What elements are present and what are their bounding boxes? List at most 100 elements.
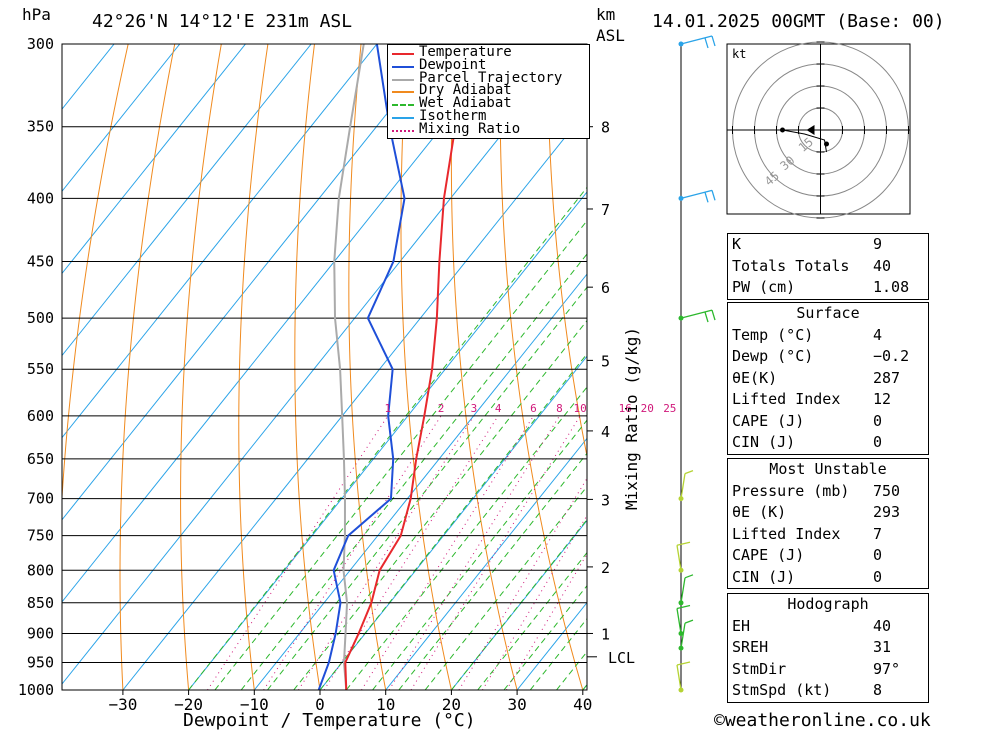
legend-swatch: [392, 117, 414, 119]
surface-cin-value: 0: [873, 433, 883, 451]
surface-table: Surface Temp (°C) 4 Dewp (°C) −0.2 θE(K) 28…: [727, 302, 929, 455]
km-label: km: [596, 5, 616, 24]
totals-label: Totals Totals: [732, 256, 850, 275]
pressure-tick-label: 500: [27, 309, 54, 327]
surface-temp-value: 4: [873, 325, 883, 344]
dry-adiabat-line: [62, 44, 129, 506]
surface-dewp-label: Dewp (°C): [732, 347, 814, 365]
pressure-tick-label: 950: [27, 653, 54, 671]
dry-adiabat-line: [348, 44, 387, 690]
wind-barb-flag: [711, 309, 716, 321]
most-unstable-title: Most Unstable: [769, 460, 887, 478]
mixing-ratio-label: 4: [495, 402, 502, 415]
x-tick-label: 10: [376, 695, 395, 714]
hpa-label: hPa: [22, 5, 51, 24]
dry-adiabat-line: [594, 44, 714, 690]
dry-adiabat-line: [400, 44, 452, 690]
hodograph-unit-label: kt: [732, 47, 746, 61]
hodograph-point: [824, 141, 829, 147]
legend-swatch: [392, 104, 414, 107]
km-tick-label: 3: [601, 491, 610, 509]
surface-temp-label: Temp (°C): [732, 325, 814, 344]
pressure-tick-label: 350: [27, 118, 54, 136]
wind-barb-shaft: [680, 35, 713, 45]
km-tick-label: 6: [601, 279, 610, 297]
wind-barb-shaft: [676, 545, 682, 571]
wet-adiabat-line: [477, 551, 587, 690]
mu-theta-label: θE (K): [732, 503, 787, 521]
legend-item: Isotherm: [388, 109, 588, 124]
legend-item: Temperature: [388, 45, 588, 60]
most-unstable-table: Most Unstable Pressure (mb) 750 θE (K) 293…: [727, 458, 929, 589]
wind-barb-shaft: [680, 577, 686, 603]
x-tick-label: 40: [573, 695, 592, 714]
dry-adiabat-line: [967, 44, 1000, 690]
x-tick-label: 20: [442, 695, 461, 714]
parcel-trajectory-line: [333, 44, 365, 690]
wind-barb-flag: [676, 661, 691, 666]
wet-adiabat-line: [240, 253, 587, 690]
legend-item: Parcel Trajectory: [388, 69, 588, 86]
x-tick-label: 30: [507, 695, 526, 714]
pressure-tick-label: 650: [27, 450, 54, 468]
wet-adiabat-line: [267, 286, 587, 690]
pressure-tick-label: 850: [27, 594, 54, 612]
pressure-tick-label: 450: [27, 253, 54, 271]
km-tick-label: 8: [601, 119, 610, 137]
mixing-ratio-line: [505, 553, 587, 690]
x-tick-label: −10: [240, 695, 269, 714]
isotherm-line: [253, 273, 587, 690]
stmspd-value: 8: [873, 681, 883, 699]
legend-item: Dry Adiabat: [388, 83, 588, 98]
sreh-value: 31: [873, 638, 892, 656]
hodograph-table: Hodograph EH 40 SREH 31 StmDir 97° StmSpd (…: [727, 593, 929, 703]
mixing-ratio-label: 3: [471, 402, 478, 415]
hodograph-title: Hodograph: [787, 595, 869, 613]
totals-value: 40: [873, 256, 892, 275]
mu-li-label: Lifted Index: [732, 524, 841, 543]
copyright-link[interactable]: ©weatheronline.co.uk: [714, 710, 931, 731]
legend-swatch: [392, 78, 414, 81]
km-axis: 8 7 6 5 4 3 2 1 LCL: [587, 119, 635, 667]
hodograph-point: [780, 127, 785, 133]
datetime-title: 14.01.2025 00GMT (Base: 00): [652, 11, 945, 32]
pressure-tick-label: 1000: [18, 681, 54, 699]
km-tick-label: 4: [601, 423, 610, 441]
dry-adiabat-line: [238, 44, 269, 690]
mu-li-value: 7: [873, 524, 883, 543]
legend-item: Wet Adiabat: [388, 96, 588, 111]
wind-barb-flag: [684, 470, 694, 475]
dry-adiabat-line: [920, 44, 1000, 690]
isotherm-line: [62, 44, 509, 603]
indices-table: K 9 Totals Totals 40 PW (cm) 1.08: [727, 233, 929, 300]
mixing-ratio-label: 2: [438, 402, 445, 415]
eh-label: EH: [732, 616, 751, 635]
surface-dewp-value: −0.2: [873, 347, 910, 365]
x-tick-label: −30: [108, 695, 137, 714]
legend-label: Dewpoint: [419, 56, 487, 73]
legend-swatch: [392, 91, 414, 94]
legend: Temperature Dewpoint Parcel Trajectory Dry …: [387, 44, 590, 139]
wet-adiabat-line: [451, 518, 587, 690]
mu-theta-value: 293: [873, 503, 901, 521]
wind-barb-shaft: [680, 623, 686, 649]
km-tick-label: 5: [601, 352, 610, 370]
dry-adiabat-line: [450, 44, 518, 690]
stmdir-label: StmDir: [732, 659, 787, 678]
isotherm-line: [62, 44, 378, 439]
isotherm-line: [62, 44, 246, 275]
temperature-line: [344, 44, 483, 690]
k-label: K: [732, 235, 742, 253]
surface-li-label: Lifted Index: [732, 390, 841, 408]
pw-label: PW (cm): [732, 278, 796, 296]
storm-motion-marker: [806, 125, 815, 135]
surface-cin-label: CIN (J): [732, 433, 796, 451]
wind-barb-flag: [704, 37, 709, 49]
mu-cape-label: CAPE (J): [732, 546, 805, 564]
asl-label: ASL: [596, 26, 625, 45]
isotherm-line: [122, 109, 587, 690]
legend-swatch: [392, 53, 414, 55]
mixing-ratio-label: 1: [384, 402, 391, 415]
isotherm-line: [188, 191, 587, 690]
legend-label: Parcel Trajectory: [419, 69, 563, 86]
